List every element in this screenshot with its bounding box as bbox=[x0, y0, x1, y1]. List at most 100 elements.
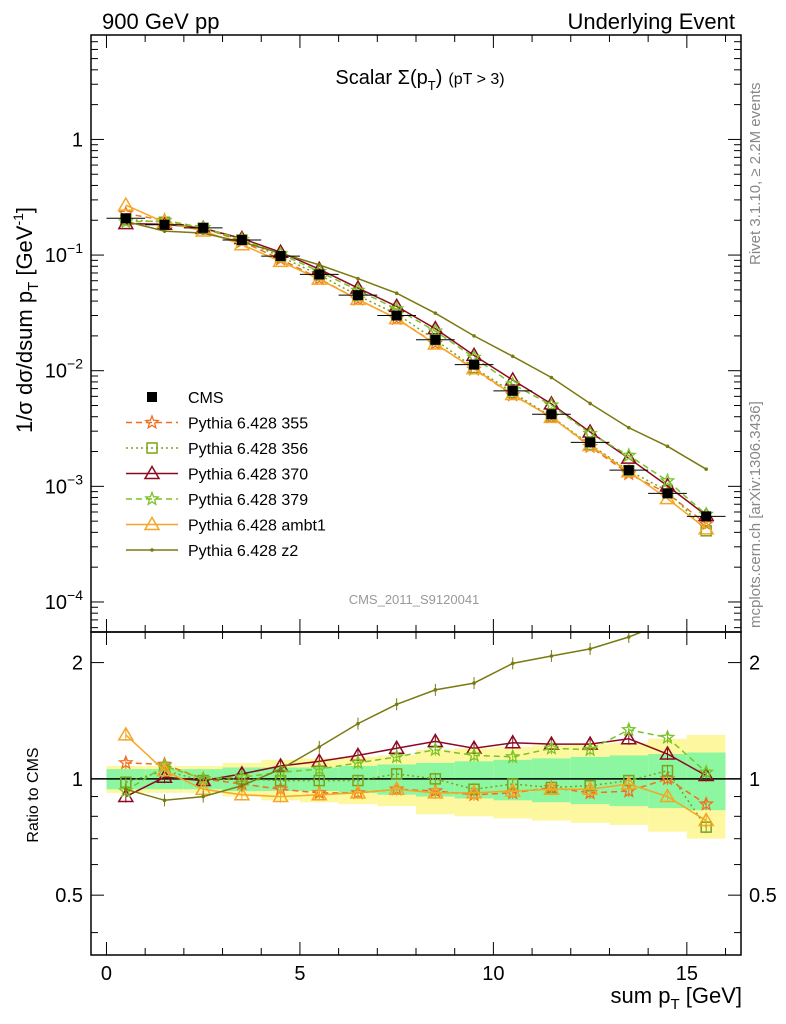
series-4-main-point bbox=[582, 425, 599, 441]
x-axis-label: sum pT [GeV] bbox=[611, 983, 742, 1013]
main-panel: 110−110−210−310−4 bbox=[45, 34, 742, 633]
series-6-main-point bbox=[549, 375, 554, 380]
y-tick-label-base: 10 bbox=[45, 245, 67, 267]
series-6-main-point bbox=[472, 334, 476, 338]
legend-marker-cms bbox=[147, 392, 157, 402]
cms-data-point bbox=[546, 409, 557, 420]
series-6-main bbox=[124, 219, 708, 471]
series-6-ratio-point bbox=[472, 681, 476, 685]
header-left: 900 GeV pp bbox=[102, 9, 219, 34]
y-tick-label-ratio: 0.5 bbox=[55, 885, 83, 907]
series-6-ratio-point bbox=[201, 794, 206, 799]
cms-data-point bbox=[314, 269, 325, 280]
series-5-ratio-point bbox=[272, 788, 289, 803]
series-6-ratio-point bbox=[433, 688, 438, 692]
y-tick-label-main: 10−3 bbox=[45, 471, 83, 498]
legend-label: Pythia 6.428 ambt1 bbox=[188, 518, 326, 535]
y-tick-label-base: 10 bbox=[45, 361, 67, 383]
series-2-ratio-point bbox=[429, 773, 442, 785]
y-axis-main: 110−110−210−310−4 bbox=[45, 34, 741, 629]
series-6-main-line bbox=[125, 220, 707, 470]
y-tick-label-base: 10 bbox=[45, 592, 67, 614]
series-6-main-point bbox=[626, 425, 631, 430]
series-6-ratio-point bbox=[394, 702, 399, 707]
series-4-ratio-point bbox=[311, 760, 328, 776]
series-5-ratio-point bbox=[659, 788, 676, 803]
series-3-ratio-point bbox=[504, 734, 522, 749]
watermark: CMS_2011_S9120041 bbox=[349, 592, 480, 607]
x-label-text: sum p bbox=[611, 983, 671, 1008]
series-2-ratio-point bbox=[390, 768, 403, 780]
legend-label: Pythia 6.428 356 bbox=[188, 441, 308, 458]
series-6-main-point bbox=[394, 291, 399, 295]
series-6-ratio-point bbox=[704, 619, 708, 623]
y-tick-label-exp: −1 bbox=[67, 240, 83, 256]
cms-data-point bbox=[352, 290, 363, 301]
cms-data-point bbox=[623, 465, 634, 476]
series-4-ratio-point bbox=[466, 747, 482, 763]
series-6-main-point bbox=[162, 229, 167, 233]
legend-entry-4: Pythia 6.428 379 bbox=[126, 490, 308, 509]
y-tick-label-ratio: 1 bbox=[72, 769, 83, 791]
cms-data-point bbox=[585, 437, 596, 448]
main-title-sub: T bbox=[428, 78, 436, 93]
main-title-sigma: Σ(p bbox=[398, 67, 428, 89]
cms-data-point bbox=[198, 222, 209, 233]
y-tick-label-main: 10−1 bbox=[45, 240, 83, 267]
cms-data-point bbox=[236, 234, 247, 245]
legend-marker bbox=[150, 548, 154, 552]
series-5-ratio-line bbox=[125, 734, 707, 822]
series-6-ratio-point bbox=[278, 767, 283, 771]
series-4-ratio-point bbox=[543, 740, 560, 755]
main-title-prefix: Scalar bbox=[335, 67, 397, 89]
legend-entry-cms: CMS bbox=[147, 390, 224, 407]
series-4-main-point bbox=[427, 322, 444, 338]
series-1-ratio-point bbox=[117, 754, 134, 770]
main-title: Scalar Σ(pT) (pT > 3) bbox=[335, 67, 504, 93]
series-5-ratio-point bbox=[581, 780, 599, 796]
legend-label-cms: CMS bbox=[188, 390, 224, 407]
y-label-unit-open: [GeV bbox=[12, 225, 37, 282]
x-tick-label: 10 bbox=[482, 963, 504, 985]
y-tick-label-ratio-right: 2 bbox=[749, 653, 760, 675]
cms-data-point bbox=[701, 511, 712, 522]
series-3-ratio-point bbox=[620, 730, 638, 745]
legend-label: Pythia 6.428 370 bbox=[188, 467, 308, 484]
series-6-ratio-point bbox=[510, 661, 515, 666]
legend-label: Pythia 6.428 379 bbox=[188, 492, 308, 509]
series-5-ratio-point bbox=[620, 775, 638, 790]
legend-label: Pythia 6.428 z2 bbox=[188, 543, 298, 560]
series-6-ratio-point bbox=[549, 654, 554, 658]
cms-data-point bbox=[275, 251, 286, 262]
main-title-cut: (pT > 3) bbox=[448, 71, 504, 88]
series-4-ratio-point bbox=[582, 741, 598, 757]
y-tick-label-main: 1 bbox=[72, 129, 83, 151]
series-6-ratio-point bbox=[317, 745, 322, 749]
x-tick-label: 0 bbox=[101, 963, 112, 985]
series-6-main-point bbox=[433, 311, 438, 315]
series-6-ratio-point bbox=[626, 635, 631, 639]
header-right: Underlying Event bbox=[567, 9, 735, 34]
series-1-ratio-point bbox=[698, 795, 715, 811]
y-label-sub: T bbox=[25, 282, 42, 291]
ratio-panel: 0 5 10 15 2 2 1 1 0.5 0.5 bbox=[55, 35, 777, 985]
series-6-ratio-point bbox=[588, 647, 592, 651]
legend-entry-1: Pythia 6.428 355 bbox=[126, 414, 308, 433]
series-5-main-point bbox=[697, 520, 715, 535]
series-3-ratio-point bbox=[659, 745, 676, 760]
series-6-main-point bbox=[317, 263, 322, 267]
cms-data-point bbox=[120, 213, 131, 224]
series-2-main-line bbox=[125, 218, 707, 532]
series-5-main-point bbox=[117, 196, 135, 211]
series-3-ratio-line bbox=[125, 738, 707, 798]
y-tick-label-exp: −4 bbox=[67, 587, 83, 603]
series-5-ratio-point bbox=[388, 780, 405, 796]
series-6-main-point bbox=[704, 467, 708, 471]
main-series bbox=[117, 196, 715, 537]
series-2-main bbox=[120, 213, 712, 537]
series-6-main-point bbox=[356, 276, 360, 281]
series-3-main-point bbox=[504, 371, 522, 386]
series-6-main-point bbox=[510, 354, 515, 359]
y-label-unit-sup: -1 bbox=[10, 213, 26, 226]
series-4-ratio-point bbox=[620, 721, 637, 737]
